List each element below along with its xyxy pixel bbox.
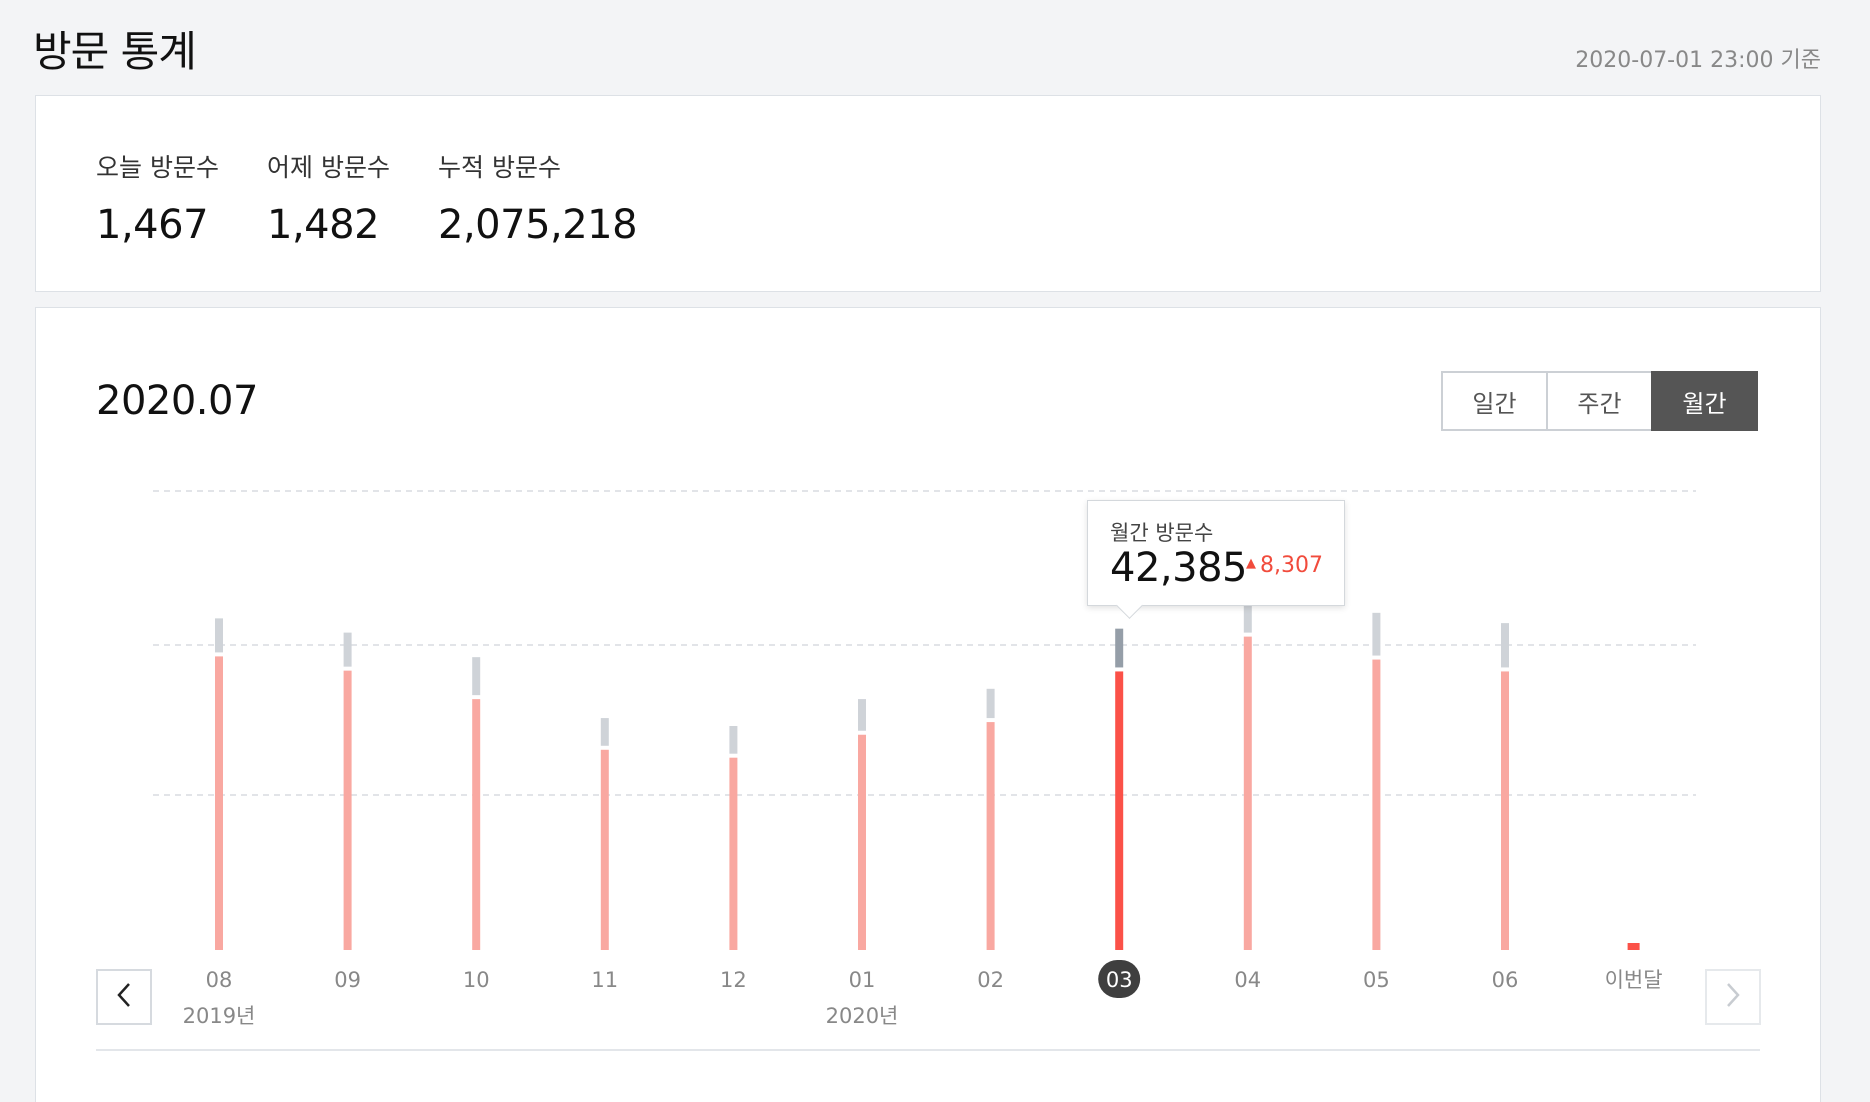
x-tick-label: 12 bbox=[720, 968, 747, 992]
x-tick-label: 04 bbox=[1234, 968, 1261, 992]
bar-05 bbox=[1372, 659, 1381, 950]
bar-01 bbox=[858, 734, 866, 950]
stat-total-label: 누적 방문수 bbox=[438, 153, 561, 182]
x-tick-label: 06 bbox=[1492, 968, 1519, 992]
x-tick-label: 이번달 bbox=[1605, 968, 1663, 992]
bar-10 bbox=[472, 699, 481, 950]
prev-period-button[interactable] bbox=[96, 969, 152, 1025]
chart-card: 2020.07 일간 주간 월간 08 09 10 11 12 01 02 03 04 05 06 이… bbox=[35, 307, 1821, 1102]
bar-cap-11 bbox=[600, 718, 609, 746]
stat-yesterday: 어제 방문수 1,482 bbox=[267, 148, 390, 248]
summary-card: 오늘 방문수 1,467 어제 방문수 1,482 누적 방문수 2,075,2… bbox=[35, 95, 1821, 292]
bar-12 bbox=[729, 757, 738, 950]
bar-cap-08 bbox=[215, 618, 223, 653]
tooltip-value: 42,385 bbox=[1110, 545, 1247, 591]
bar-cap-06 bbox=[1501, 623, 1509, 668]
stat-yesterday-label: 어제 방문수 bbox=[267, 153, 390, 182]
x-tick-label: 03 bbox=[1106, 968, 1133, 992]
bar-06 bbox=[1501, 671, 1509, 950]
bar-08 bbox=[215, 656, 223, 950]
selected-label-pill bbox=[1098, 960, 1141, 998]
tooltip-delta-value: 8,307 bbox=[1260, 553, 1323, 578]
bar-cap-10 bbox=[472, 657, 481, 696]
period-toggle: 일간 주간 월간 bbox=[1441, 371, 1758, 431]
x-tick-label: 11 bbox=[591, 968, 618, 992]
chart-period: 2020.07 bbox=[96, 378, 258, 424]
bar-11 bbox=[600, 749, 609, 950]
chart-bottom-divider bbox=[96, 1049, 1760, 1051]
bar-09 bbox=[343, 670, 352, 950]
next-period-button[interactable] bbox=[1705, 969, 1761, 1025]
tooltip-delta: ▲ 8,307 bbox=[1246, 553, 1323, 578]
tooltip-label: 월간 방문수 bbox=[1110, 521, 1214, 545]
triangle-up-icon: ▲ bbox=[1246, 556, 1256, 571]
x-tick-label: 02 bbox=[977, 968, 1004, 992]
bar-cap-12 bbox=[729, 725, 738, 754]
stat-total-value: 2,075,218 bbox=[438, 202, 638, 248]
x-tick-label: 05 bbox=[1363, 968, 1390, 992]
tab-monthly[interactable]: 월간 bbox=[1651, 371, 1758, 431]
bar-cap-09 bbox=[343, 632, 352, 667]
monthly-visits-chart: 08 09 10 11 12 01 02 03 04 05 06 이번달 2019년 2020년 bbox=[153, 490, 1696, 1028]
x-tick-label: 01 bbox=[849, 968, 876, 992]
stat-today: 오늘 방문수 1,467 bbox=[96, 148, 219, 248]
tab-daily[interactable]: 일간 bbox=[1441, 371, 1548, 431]
bar-cap-02 bbox=[986, 688, 995, 719]
stat-today-label: 오늘 방문수 bbox=[96, 153, 219, 182]
stat-total: 누적 방문수 2,075,218 bbox=[438, 148, 638, 248]
bar-02 bbox=[986, 722, 995, 950]
bar-03 bbox=[1115, 671, 1124, 950]
x-tick-label: 08 bbox=[206, 968, 233, 992]
chevron-left-icon bbox=[116, 982, 132, 1012]
bar-cap-04 bbox=[1243, 600, 1252, 633]
stat-today-value: 1,467 bbox=[96, 202, 209, 248]
year-label: 2019년 bbox=[183, 1004, 256, 1028]
bar-이번달 bbox=[1627, 943, 1640, 950]
x-tick-label: 09 bbox=[334, 968, 361, 992]
as-of-timestamp: 2020-07-01 23:00 기준 bbox=[1575, 48, 1821, 73]
stat-yesterday-value: 1,482 bbox=[267, 202, 380, 248]
x-tick-label: 10 bbox=[463, 968, 490, 992]
chevron-right-icon bbox=[1725, 982, 1741, 1012]
bar-tooltip: 월간 방문수 42,385 ▲ 8,307 bbox=[1087, 500, 1345, 606]
bar-cap-01 bbox=[858, 699, 866, 731]
year-label: 2020년 bbox=[826, 1004, 899, 1028]
bar-04 bbox=[1243, 636, 1252, 950]
page-title: 방문 통계 bbox=[33, 27, 197, 76]
bar-cap-03 bbox=[1115, 628, 1124, 668]
bar-cap-05 bbox=[1372, 612, 1381, 656]
